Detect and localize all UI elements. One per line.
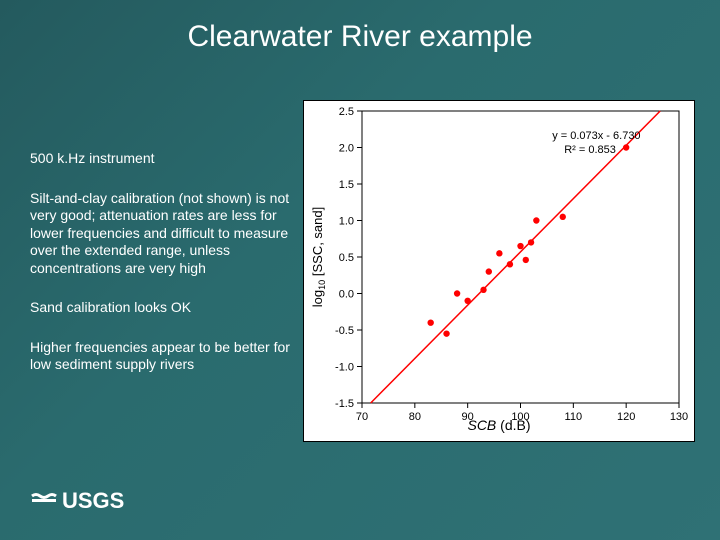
body-p3: Sand calibration looks OK [30, 299, 300, 317]
svg-text:-0.5: -0.5 [335, 325, 354, 337]
usgs-logo-icon: USGS [30, 484, 130, 518]
svg-text:log10 [SSC, sand]: log10 [SSC, sand] [310, 207, 327, 307]
svg-text:-1.5: -1.5 [335, 398, 354, 410]
body-p1: 500 k.Hz instrument [30, 150, 300, 168]
svg-text:0.5: 0.5 [339, 252, 354, 264]
svg-text:2.0: 2.0 [339, 143, 354, 155]
svg-text:-1.0: -1.0 [335, 362, 354, 374]
slide: Clearwater River example 500 k.Hz instru… [0, 0, 720, 540]
svg-text:1.5: 1.5 [339, 179, 354, 191]
svg-text:2.5: 2.5 [339, 106, 354, 118]
svg-text:USGS: USGS [62, 488, 124, 513]
body-p4: Higher frequencies appear to be better f… [30, 339, 300, 374]
page-title: Clearwater River example [0, 20, 720, 54]
chart-svg: 708090100110120130-1.5-1.0-0.50.00.51.01… [304, 101, 694, 441]
svg-text:y = 0.073x - 6.730: y = 0.073x - 6.730 [552, 130, 640, 142]
svg-text:0.0: 0.0 [339, 289, 354, 301]
svg-text:1.0: 1.0 [339, 216, 354, 228]
body-p2: Silt-and-clay calibration (not shown) is… [30, 190, 300, 278]
svg-text:R² = 0.853: R² = 0.853 [564, 144, 616, 156]
body-text: 500 k.Hz instrument Silt-and-clay calibr… [30, 150, 300, 396]
x-axis-label-unit: (d.B) [500, 417, 530, 433]
x-axis-label-var: SCB [467, 417, 496, 433]
x-axis-label: SCB (d.B) [304, 417, 694, 433]
scatter-chart: 708090100110120130-1.5-1.0-0.50.00.51.01… [303, 100, 695, 442]
